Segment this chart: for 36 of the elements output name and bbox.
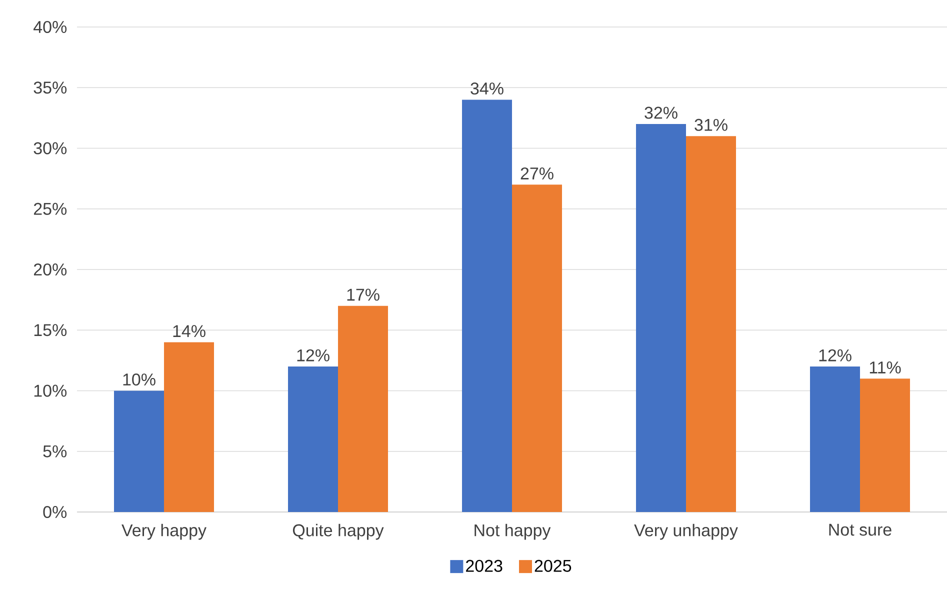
- bar: [860, 378, 910, 512]
- x-tick-label: Not sure: [829, 524, 892, 536]
- bar: [338, 306, 388, 512]
- y-tick-label: 15%: [34, 324, 67, 336]
- bar: [462, 100, 512, 512]
- y-tick-label: 35%: [34, 82, 67, 94]
- bar: [164, 342, 214, 512]
- y-tick-label: 5%: [43, 445, 67, 458]
- y-tick-label: 25%: [34, 202, 67, 215]
- data-label: 10%: [123, 374, 156, 386]
- x-tick-label: Very unhappy: [634, 524, 738, 540]
- bar: [288, 366, 338, 512]
- y-tick-label: 30%: [34, 142, 67, 154]
- y-tick-label: 0%: [43, 506, 67, 518]
- data-label: 32%: [644, 106, 678, 119]
- bar: [114, 390, 164, 512]
- y-tick-label: 40%: [34, 20, 67, 34]
- legend-label: 2025: [534, 560, 572, 572]
- legend-label: 2023: [466, 560, 502, 572]
- data-label: 34%: [470, 82, 504, 95]
- data-label: 17%: [347, 288, 380, 301]
- x-tick-label: Very happy: [122, 524, 206, 540]
- bar: [810, 366, 860, 512]
- data-label: 14%: [173, 325, 206, 338]
- data-label: 27%: [520, 167, 554, 180]
- x-tick-label: Quite happy: [292, 524, 384, 540]
- bar: [512, 184, 562, 512]
- data-label: 11%: [870, 362, 901, 374]
- data-label: 12%: [819, 349, 852, 362]
- bar: [636, 124, 686, 512]
- bar: [686, 136, 736, 512]
- data-label: 12%: [297, 349, 330, 362]
- x-tick-label: Not happy: [474, 524, 551, 540]
- y-tick-label: 10%: [34, 384, 67, 397]
- y-tick-label: 20%: [34, 263, 67, 276]
- data-label: 31%: [694, 118, 728, 131]
